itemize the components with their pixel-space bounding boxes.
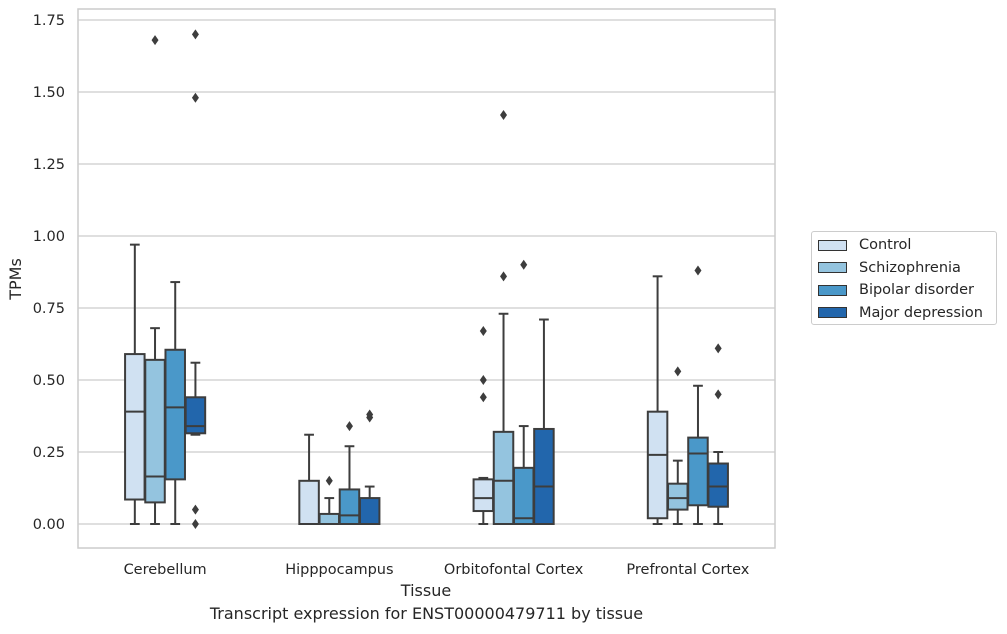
legend-swatch [818,284,847,296]
y-tick-label: 0.00 [33,517,65,533]
legend: Control Schizophrenia Bipolar disorder Majo… [811,231,997,325]
legend-item: Schizophrenia [818,258,961,278]
box [164,348,186,481]
box [184,396,207,435]
outlier-point [714,343,722,354]
outlier-point [479,392,487,403]
outlier-point [191,92,199,103]
box-plot [144,35,166,525]
box [707,462,729,508]
box-group [646,265,729,525]
box-plot [164,281,186,525]
grid-lines [78,19,775,525]
outlier-point [500,110,508,121]
x-tick-label: Hipppocampus [285,562,393,578]
y-tick-label: 0.75 [33,301,65,317]
box [512,466,535,525]
legend-item: Bipolar disorder [818,280,974,300]
legend-label: Major depression [859,304,983,321]
plot-frame [77,8,776,549]
box [667,482,689,511]
y-tick-label: 0.25 [33,445,65,461]
x-tick-label: Cerebellum [124,562,207,578]
y-tick-labels: 0.00 0.25 0.50 0.75 1.00 1.25 1.50 1.75 [33,13,65,533]
box [646,410,669,520]
box-plot [667,366,689,525]
box [687,436,709,507]
box-group [124,29,207,529]
box-plot [533,318,555,525]
box-groups [124,29,729,529]
outlier-point [366,409,374,420]
legend-label: Control [859,237,912,253]
box-plot [338,421,361,526]
box-group [298,409,381,526]
box-plot [707,343,729,525]
box-plot [124,243,146,525]
outlier-point [345,421,353,432]
outlier-point [714,389,722,400]
box [358,497,381,525]
legend-swatch [818,239,847,251]
outlier-point [191,519,199,529]
box-plot [646,275,669,525]
x-tick-label: Prefrontal Cortex [626,562,749,578]
outlier-point [325,475,333,486]
box [124,353,146,501]
x-axis-label: Tissue [400,581,451,600]
box [338,488,361,526]
legend-swatch [818,307,847,318]
box-plot [687,265,709,525]
box-plot [318,475,341,525]
x-tick-label: Orbitofontal Cortex [444,562,584,578]
box-group [472,110,555,525]
box-plot [512,259,535,525]
outlier-point [479,326,487,337]
box-plot [472,326,495,525]
y-axis-label: TPMs [6,258,25,301]
outlier-point [191,29,199,40]
box [472,478,495,513]
y-tick-label: 1.50 [33,85,65,101]
outlier-point [479,375,487,385]
box-plot [184,29,207,529]
box [533,427,555,525]
outlier-point [674,366,682,377]
box-plot [492,110,515,525]
outlier-point [191,504,199,515]
y-tick-label: 0.50 [33,373,65,389]
chart-caption: Transcript expression for ENST0000047971… [209,604,644,623]
legend-swatch [818,262,847,273]
box [144,358,166,504]
outlier-point [500,271,508,282]
box [318,512,341,525]
outlier-point [151,35,159,46]
y-tick-label: 1.25 [33,157,65,173]
outlier-point [520,259,528,270]
y-tick-label: 1.75 [33,13,65,29]
box [298,479,320,525]
legend-item: Control [818,235,911,255]
box-plot [298,433,320,525]
outlier-point [694,265,702,276]
legend-item: Major depression [818,303,983,323]
legend-label: Bipolar disorder [859,282,974,298]
x-tick-labels: Cerebellum Hipppocampus Orbitofontal Corte… [124,562,750,578]
legend-label: Schizophrenia [859,259,961,276]
y-tick-label: 1.00 [33,229,65,245]
box [492,430,515,525]
box-plot [358,409,381,525]
